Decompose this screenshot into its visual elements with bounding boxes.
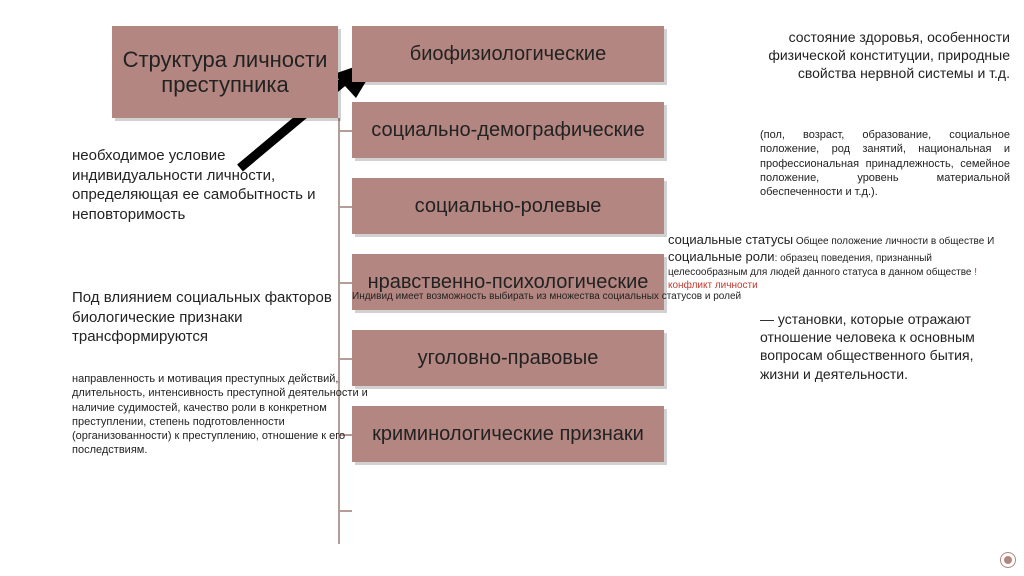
connector-v <box>338 118 340 544</box>
title-text: Структура личности преступника <box>122 47 328 98</box>
note-left-2: Под влиянием социальных факторов биологи… <box>72 288 332 347</box>
category-label: биофизиологические <box>410 43 606 66</box>
note-right-3: социальные статусы Общее положение лично… <box>668 232 1008 292</box>
note-text: социальные статусы <box>668 232 793 247</box>
note-text: состояние здоровья, особенности физическ… <box>768 29 1010 81</box>
category-label: социально-ролевые <box>415 195 602 218</box>
category-box: социально-ролевые <box>352 178 664 234</box>
note-text: Общее положение личности в обществе И <box>793 236 994 247</box>
note-right-4: — установки, которые отражают отношение … <box>760 310 1010 383</box>
category-label: социально-демографические <box>371 119 644 142</box>
corner-ornament-icon <box>1000 552 1016 568</box>
category-label: криминологические признаки <box>372 423 644 446</box>
category-label: уголовно-правовые <box>418 347 599 370</box>
note-left-1: необходимое условие индивидуальности лич… <box>72 146 322 224</box>
connector-h6 <box>338 510 352 512</box>
connector-h1 <box>338 130 352 132</box>
category-box: криминологические признаки <box>352 406 664 462</box>
note-text: социальные роли <box>668 249 775 264</box>
note-text: — установки, которые отражают отношение … <box>760 311 975 382</box>
note-right-1: состояние здоровья, особенности физическ… <box>760 28 1010 83</box>
note-text: Индивид имеет возможность выбирать из мн… <box>352 291 741 302</box>
note-text: Под влиянием социальных факторов биологи… <box>72 289 332 345</box>
connector-h3 <box>338 282 352 284</box>
connector-h4 <box>338 358 352 360</box>
note-mid-small: Индивид имеет возможность выбирать из мн… <box>352 290 782 303</box>
note-left-3: направленность и мотивация преступных де… <box>72 372 372 458</box>
title-box: Структура личности преступника <box>112 26 338 118</box>
connector-h2 <box>338 206 352 208</box>
diagram-stage: Структура личности преступника биофизиол… <box>0 0 1024 576</box>
note-text: (пол, возраст, образование, социальное п… <box>760 129 1010 198</box>
category-box: биофизиологические <box>352 26 664 82</box>
category-box: социально-демографические <box>352 102 664 158</box>
note-text: направленность и мотивация преступных де… <box>72 373 368 456</box>
note-text: необходимое условие индивидуальности лич… <box>72 147 315 223</box>
note-right-2: (пол, возраст, образование, социальное п… <box>760 128 1010 199</box>
category-box: уголовно-правовые <box>352 330 664 386</box>
